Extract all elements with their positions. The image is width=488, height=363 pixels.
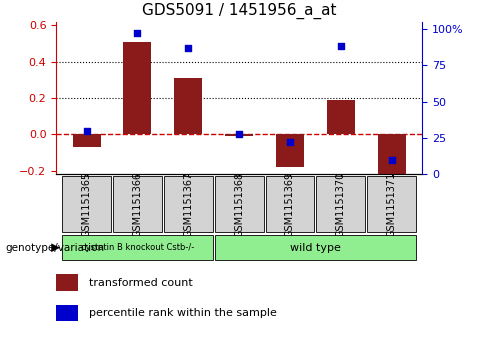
Text: GSM1151368: GSM1151368 (234, 172, 244, 237)
Bar (56, 305, 78, 321)
Point (388, 157, 396, 163)
FancyBboxPatch shape (113, 176, 162, 232)
Point (134, 30, 142, 36)
Text: GSM1151370: GSM1151370 (336, 172, 346, 237)
FancyBboxPatch shape (265, 176, 314, 232)
Bar (73, 134, 101, 147)
Point (235, 131, 243, 136)
Text: GSM1151369: GSM1151369 (285, 172, 295, 237)
Title: GDS5091 / 1451956_a_at: GDS5091 / 1451956_a_at (142, 3, 336, 19)
FancyBboxPatch shape (62, 236, 213, 260)
Bar (276, 134, 304, 167)
Text: genotype/variation: genotype/variation (5, 243, 104, 253)
FancyBboxPatch shape (164, 176, 213, 232)
Text: GSM1151367: GSM1151367 (183, 172, 193, 237)
Bar (174, 78, 202, 134)
Text: GSM1151365: GSM1151365 (81, 172, 92, 237)
Point (337, 44, 345, 49)
Bar (327, 100, 355, 134)
Text: GSM1151371: GSM1151371 (386, 172, 397, 237)
Text: GSM1151366: GSM1151366 (132, 172, 142, 237)
FancyBboxPatch shape (215, 176, 264, 232)
FancyBboxPatch shape (367, 176, 416, 232)
Bar (56, 274, 78, 291)
Point (286, 139, 294, 145)
Point (184, 45, 192, 51)
Text: transformed count: transformed count (89, 278, 193, 287)
Bar (378, 134, 406, 174)
Bar (225, 134, 253, 136)
FancyBboxPatch shape (215, 236, 416, 260)
FancyBboxPatch shape (316, 176, 365, 232)
Bar (123, 42, 151, 134)
Text: wild type: wild type (290, 243, 341, 253)
Text: percentile rank within the sample: percentile rank within the sample (89, 308, 277, 318)
FancyBboxPatch shape (62, 176, 111, 232)
Text: cystatin B knockout Cstb-/-: cystatin B knockout Cstb-/- (81, 243, 194, 252)
Point (83, 128, 91, 134)
